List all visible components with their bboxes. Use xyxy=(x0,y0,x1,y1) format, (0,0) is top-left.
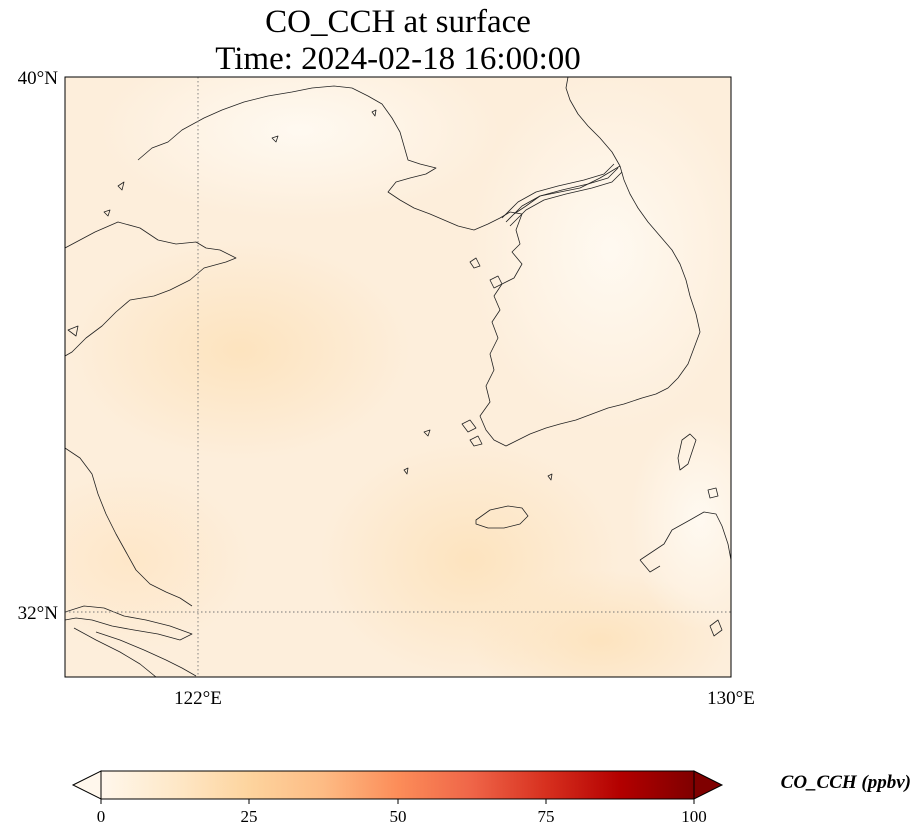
colorbar: 0 25 50 75 100 CO_CCH (ppbv) xyxy=(71,770,911,826)
concentration-field xyxy=(65,77,731,677)
lat-label-40n: 40°N xyxy=(18,68,59,89)
colorbar-tick-100: 100 xyxy=(681,807,707,826)
lon-label-122e: 122°E xyxy=(174,688,222,709)
lon-label-130e: 130°E xyxy=(707,688,755,709)
colorbar-min-extend xyxy=(71,770,102,800)
gridlines xyxy=(65,77,731,677)
map-frame xyxy=(64,76,732,678)
colorbar-gradient xyxy=(100,770,695,800)
colorbar-tick-75: 75 xyxy=(538,807,555,826)
colorbar-tick-50: 50 xyxy=(390,807,407,826)
colorbar-tick-25: 25 xyxy=(241,807,258,826)
colorbar-tick-0: 0 xyxy=(97,807,106,826)
coastlines xyxy=(65,77,731,677)
colorbar-label: CO_CCH (ppbv) xyxy=(781,772,911,793)
lat-label-32n: 32°N xyxy=(18,603,59,624)
colorbar-max-extend xyxy=(693,770,724,800)
plot-title-line-1: CO_CCH at surface xyxy=(265,4,531,40)
plot-title-line-2: Time: 2024-02-18 16:00:00 xyxy=(215,41,581,77)
